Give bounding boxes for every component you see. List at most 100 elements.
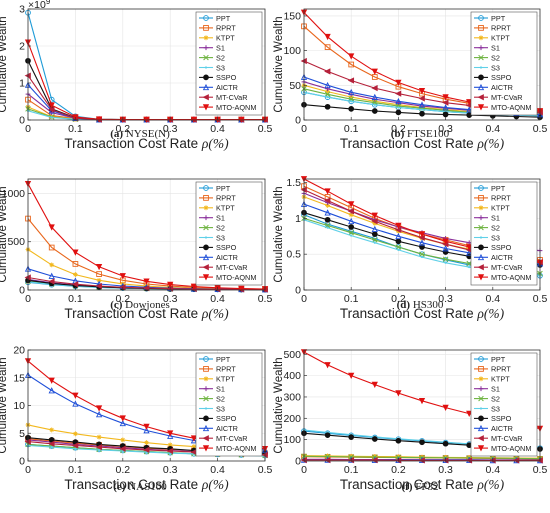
legend-item-S3: S3 (474, 233, 500, 242)
data-point-KTPT (191, 444, 197, 449)
data-point-KTPT (49, 262, 55, 268)
x-tick-label: 0.5 (533, 464, 548, 476)
legend: PPTRPRTKTPTS1S2S3SSPOAICTRMT-CVaRMTO-AQN… (470, 181, 538, 286)
panel-caption-label: (b) (391, 128, 405, 140)
panel-caption-label: (a) (110, 128, 123, 140)
legend-item-PPT: PPT (199, 355, 231, 364)
y-tick-label: 500 (283, 349, 301, 361)
data-point-MTO-AQNM (371, 68, 378, 75)
y-tick-label: 15 (13, 372, 25, 384)
legend-item-RPRT: RPRT (474, 194, 511, 203)
legend-marker (203, 25, 209, 31)
legend-label: MTO-AQNM (491, 103, 531, 112)
legend-label: MT-CVaR (216, 434, 248, 443)
legend-item-MTO-AQNM: MTO-AQNM (199, 444, 256, 453)
legend-item-S3: S3 (199, 404, 225, 413)
data-point-MT-CVaR (418, 457, 425, 464)
x-tick-label: 0 (25, 123, 31, 135)
data-point-AICTR (466, 249, 473, 256)
data-point-AICTR (48, 272, 55, 279)
legend-marker (202, 264, 209, 271)
y-tick-label: 20 (13, 345, 25, 357)
legend-item-PPT: PPT (474, 14, 506, 23)
legend-marker (203, 74, 209, 81)
legend-label: AICTR (491, 253, 513, 262)
x-axis-label: Transaction Cost Rate ρ(%) (64, 136, 229, 151)
y-tick-label: 400 (283, 370, 301, 382)
legend-item-S1: S1 (199, 385, 225, 394)
legend: PPTRPRTKTPTS1S2S3SSPOAICTRMT-CVaRMTO-AQN… (470, 11, 538, 116)
x-axis-label-math: ρ(%) (476, 306, 504, 321)
y-axis-label: Cumulative Wealth (0, 357, 9, 453)
data-point-MTO-AQNM (348, 53, 355, 60)
x-axis-label: Transaction Cost Rate ρ(%) (64, 477, 229, 492)
panel-caption: (a) NYSE(N) (110, 128, 170, 140)
y-tick-label: 5 (19, 428, 25, 440)
legend-item-S2: S2 (199, 53, 225, 62)
data-point-S3 (98, 448, 101, 451)
x-tick-label: 0 (25, 464, 31, 476)
legend-marker (478, 244, 484, 251)
x-tick-label: 0.2 (391, 293, 406, 305)
data-point-MT-CVaR (95, 443, 102, 451)
x-tick-label: 0.4 (485, 464, 500, 476)
legend-marker (478, 185, 484, 191)
data-point-S3 (50, 446, 53, 449)
x-tick-label: 0.3 (438, 293, 453, 305)
legend-marker (478, 45, 484, 51)
legend-marker (478, 54, 484, 61)
legend-label: AICTR (216, 424, 238, 433)
legend-marker (203, 215, 209, 221)
x-tick-label: 0.2 (391, 464, 406, 476)
data-point-MTO-AQNM (348, 201, 355, 208)
x-axis-label: Transaction Cost Rate ρ(%) (340, 136, 505, 151)
data-point-MTO-AQNM (395, 222, 402, 229)
x-axis-label-math: ρ(%) (476, 136, 504, 151)
data-point-MT-CVaR (71, 281, 79, 288)
data-point-SSPO (419, 439, 425, 446)
data-point-S2 (395, 244, 402, 250)
data-point-KTPT (325, 203, 330, 208)
x-tick-label: 0.4 (210, 464, 225, 476)
y-tick-label: 10 (13, 400, 25, 412)
data-point-SSPO (395, 238, 402, 245)
data-point-MTO-AQNM (143, 423, 150, 430)
panel-caption-text: FTSE100 (404, 128, 449, 140)
data-point-KTPT (167, 442, 173, 448)
data-point-SSPO (371, 108, 378, 114)
legend-label: KTPT (491, 34, 510, 43)
data-point-KTPT (372, 221, 378, 226)
data-point-S3 (326, 226, 329, 229)
x-tick-label: 0.1 (344, 123, 359, 135)
legend-marker (478, 15, 484, 21)
legend-label: KTPT (216, 34, 235, 43)
y-axis-label: Cumulative Wealth (273, 357, 285, 453)
data-point-AICTR (324, 209, 331, 216)
data-point-S3 (397, 248, 400, 251)
data-point-MTO-AQNM (418, 231, 426, 238)
legend-item-KTPT: KTPT (474, 34, 510, 43)
panel-caption-text: HS300 (410, 299, 444, 311)
legend-marker (203, 185, 209, 191)
legend-item-AICTR: AICTR (199, 83, 238, 92)
data-point-SSPO (348, 434, 355, 440)
data-point-AICTR (48, 387, 55, 394)
legend-marker (203, 386, 209, 392)
data-point-AICTR (395, 97, 402, 105)
x-tick-label: 0.4 (210, 293, 225, 305)
legend-label: MT-CVaR (491, 93, 523, 102)
legend-label: RPRT (491, 365, 511, 374)
legend-item-KTPT: KTPT (199, 375, 235, 384)
legend-marker (478, 195, 484, 201)
x-axis-label-math: ρ(%) (201, 477, 229, 492)
x-tick-label: 0.5 (533, 293, 548, 305)
data-point-AICTR (324, 81, 331, 89)
data-point-MT-CVaR (347, 208, 355, 215)
data-point-S1 (325, 86, 330, 92)
data-point-S2 (372, 237, 378, 243)
legend-label: KTPT (491, 375, 510, 384)
legend-item-SSPO: SSPO (474, 243, 512, 252)
data-point-AICTR (442, 104, 449, 111)
panel-caption: (b) FTSE100 (391, 128, 450, 140)
